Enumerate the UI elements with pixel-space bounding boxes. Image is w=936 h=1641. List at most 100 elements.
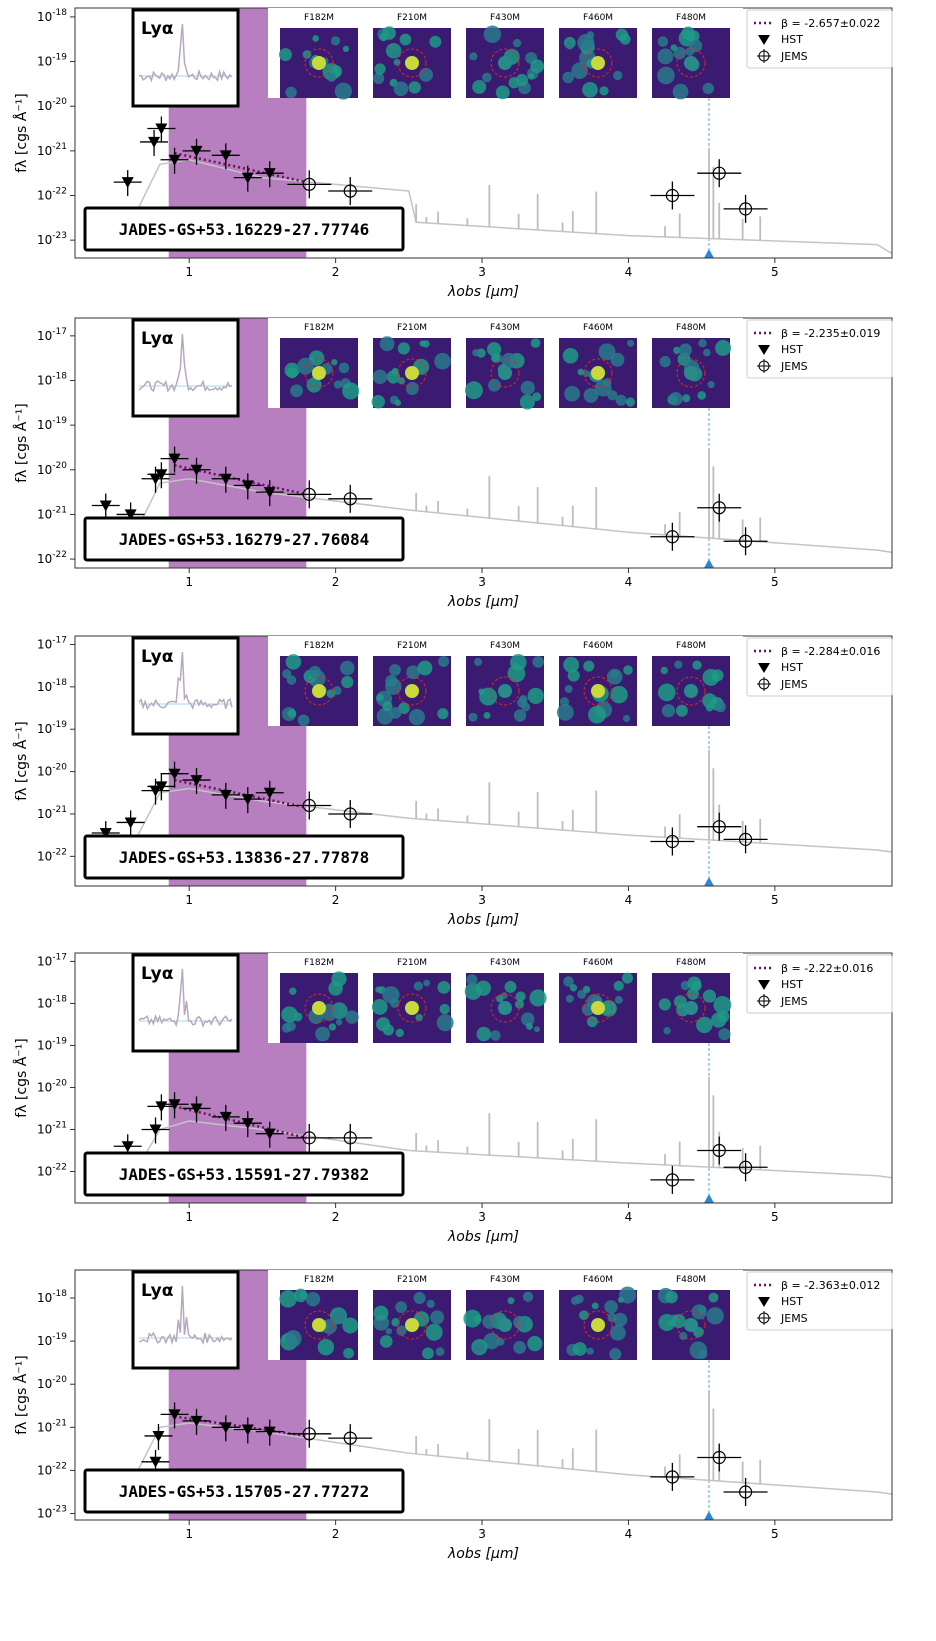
y-tick-label: 10-18: [37, 1289, 67, 1305]
sed-panel: 10-22 10-21 10-20 10-19 10-18 10-17 1 2 3 4 5 λobs …: [13, 635, 893, 928]
hst-point: [182, 1096, 211, 1123]
stamp-blob: [392, 51, 400, 59]
stamp-blob: [572, 1342, 587, 1356]
stamp-source: [405, 366, 419, 380]
stamp-blob: [577, 368, 585, 376]
hst-point: [144, 1423, 173, 1450]
stamp-blob: [567, 669, 580, 682]
y-tick-label: 10-18: [37, 994, 67, 1010]
x-axis-label: λobs [μm]: [447, 912, 519, 928]
hst-marker: [155, 469, 168, 481]
stamp-blob: [394, 399, 402, 406]
hst-point: [211, 1415, 240, 1442]
stamp-blob: [582, 985, 591, 994]
jems-marker: [738, 1485, 753, 1499]
stamp-blob: [305, 1292, 321, 1307]
y-tick-label: 10-23: [37, 231, 67, 247]
y-tick-exponent: -21: [52, 1120, 67, 1130]
filter-label: F430M: [490, 641, 520, 651]
stamp-blob: [422, 340, 430, 348]
hst-point: [147, 774, 176, 801]
jems-point: [287, 170, 332, 199]
stamp-blob: [697, 391, 707, 400]
stamp-blob: [668, 391, 683, 406]
x-tick-label: 1: [185, 1527, 193, 1541]
stamp-aperture: [583, 676, 613, 706]
hst-marker: [121, 177, 134, 189]
stamp-aperture: [397, 993, 427, 1023]
hst-point: [160, 1402, 189, 1429]
legend-beta: β = -2.284±0.016: [781, 645, 880, 658]
model-continuum: [137, 1422, 892, 1495]
hst-marker: [241, 480, 254, 492]
filter-label: F182M: [304, 641, 334, 651]
hst-point: [255, 161, 284, 188]
stamp-blob: [481, 72, 492, 83]
y-tick-label: 10-20: [37, 1078, 67, 1094]
hst-marker: [99, 500, 112, 512]
stamp-aperture: [490, 48, 520, 78]
stamp-blob: [609, 1348, 622, 1361]
stamp-blob: [342, 382, 360, 400]
stamp-blob: [617, 1296, 624, 1303]
stamp-blob: [396, 1325, 407, 1336]
jems-point: [723, 1477, 768, 1506]
y-tick-label: 10-17: [37, 635, 67, 651]
hst-marker: [263, 1426, 276, 1438]
stamp-source: [591, 1001, 605, 1015]
legend-hst-marker: [758, 345, 770, 355]
source-id-box: [83, 206, 405, 252]
hst-marker: [241, 1118, 254, 1130]
y-tick-exponent: -18: [52, 994, 67, 1004]
stamp-blob: [527, 73, 535, 80]
stamp-source: [312, 366, 326, 380]
jems-marker: [712, 1450, 726, 1465]
hst-marker: [168, 1409, 181, 1421]
stamp-blob: [415, 1013, 423, 1022]
stamp-blob: [530, 59, 545, 74]
stamp-blob: [413, 981, 423, 991]
legend-beta: β = -2.235±0.019: [781, 327, 880, 340]
stamp-blob: [474, 657, 483, 666]
stamp-blob: [702, 989, 717, 1003]
legend-hst: HST: [781, 661, 803, 674]
hst-marker: [241, 794, 254, 806]
y-tick-exponent: -21: [52, 505, 67, 515]
stamp-blob: [708, 1292, 719, 1303]
jems-marker: [712, 1143, 726, 1158]
y-tick-label: 10-18: [37, 678, 67, 694]
stamp-aperture: [676, 1310, 706, 1340]
stamp-blob: [468, 712, 478, 722]
stamp-source: [591, 56, 605, 70]
stamp-aperture: [676, 358, 706, 388]
hst-marker: [263, 1128, 276, 1140]
stamp-blob: [285, 654, 302, 670]
stamp-blob: [532, 656, 544, 668]
stamp-source: [405, 684, 419, 698]
stamp-source: [312, 1001, 326, 1015]
stamp-blob: [696, 1016, 713, 1034]
stamp-source: [684, 56, 698, 70]
stamp-blob: [504, 980, 517, 993]
stamp-blob: [715, 340, 732, 356]
stamp-blob: [281, 1006, 298, 1023]
stamp-blob: [379, 336, 395, 352]
hst-point: [147, 462, 176, 489]
x-tick-label: 3: [478, 265, 486, 279]
stamp-blob: [372, 369, 388, 385]
legend-jems: JEMS: [780, 995, 808, 1008]
stamp-blob: [391, 367, 399, 376]
jems-point: [287, 791, 332, 820]
filter-label: F460M: [583, 1275, 613, 1285]
legend-jems: JEMS: [780, 50, 808, 63]
y-tick-exponent: -23: [52, 1505, 67, 1515]
hst-marker: [155, 781, 168, 793]
jems-marker: [738, 202, 753, 216]
lya-marker: [703, 249, 714, 258]
jems-marker: [343, 492, 357, 506]
stamp-blob: [309, 665, 321, 678]
legend-box: [746, 9, 893, 69]
x-tick-label: 4: [625, 575, 633, 589]
legend-box: [746, 637, 893, 697]
stamp-blob: [473, 1315, 482, 1324]
